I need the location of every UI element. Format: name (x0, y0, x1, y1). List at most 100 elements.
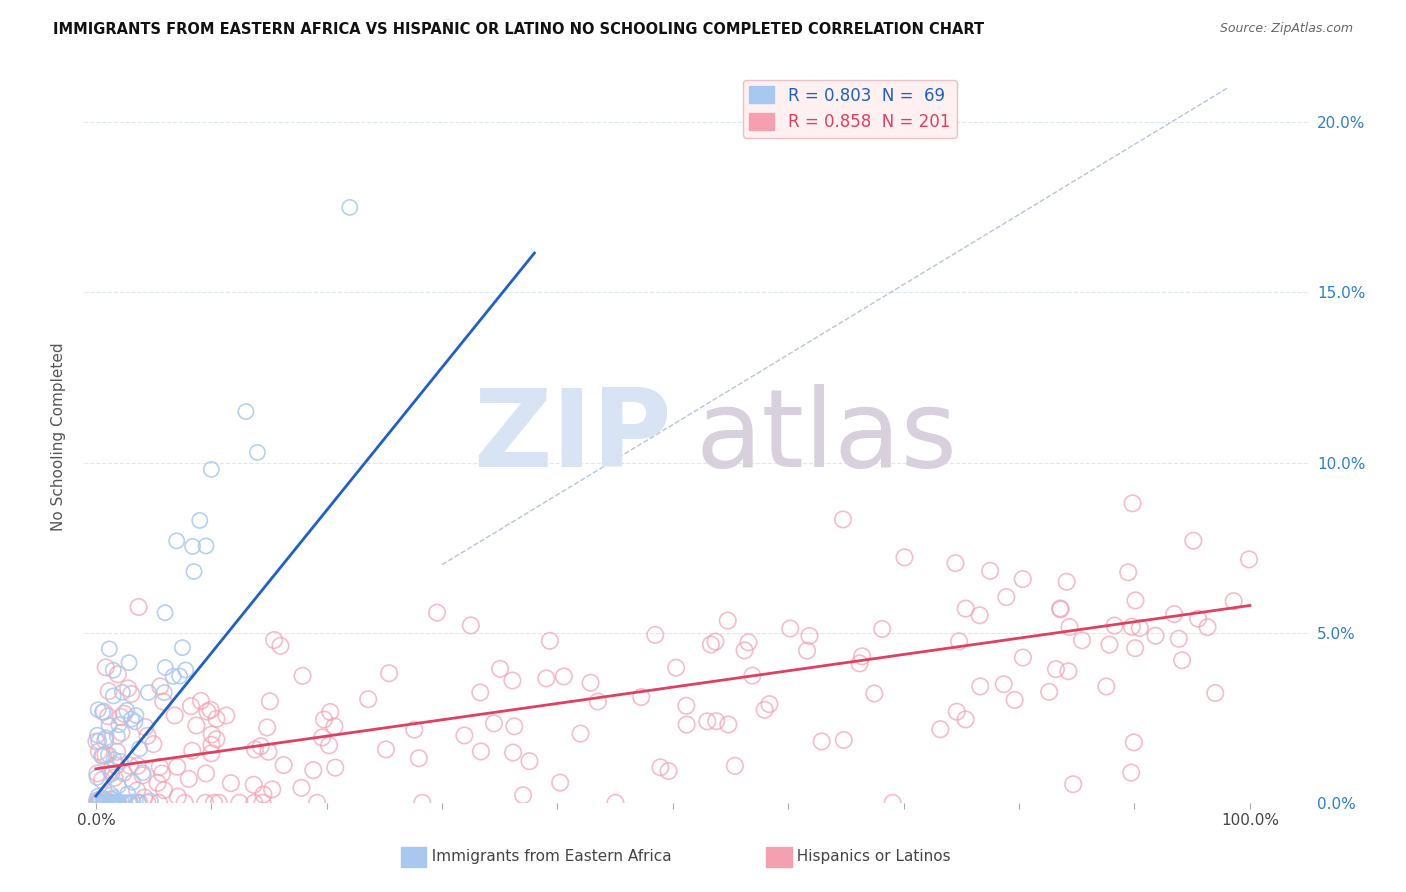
Text: Hispanics or Latinos: Hispanics or Latinos (787, 849, 950, 863)
Point (136, 729, 159, 743)
Point (108, 717, 131, 731)
Point (630, 690, 652, 704)
Point (311, 731, 333, 745)
Point (832, 733, 855, 747)
Point (675, 698, 697, 713)
Point (650, 760, 672, 774)
Point (103, 796, 125, 810)
Point (115, 703, 138, 717)
Point (112, 766, 135, 780)
Point (98, 718, 121, 732)
Point (512, 789, 534, 803)
Text: Immigrants from Eastern Africa: Immigrants from Eastern Africa (422, 849, 672, 863)
Point (120, 687, 142, 701)
Point (553, 669, 575, 683)
Point (1129, 621, 1152, 635)
Point (194, 766, 217, 780)
Point (100, 793, 122, 807)
Point (139, 794, 162, 808)
Point (100, 767, 122, 781)
Point (1125, 593, 1147, 607)
Point (945, 705, 967, 719)
Point (215, 708, 238, 723)
Point (246, 445, 269, 459)
Point (86, 770, 108, 784)
Point (870, 622, 893, 636)
Point (1012, 650, 1035, 665)
Point (675, 717, 697, 731)
Text: Source: ZipAtlas.com: Source: ZipAtlas.com (1219, 22, 1353, 36)
Point (848, 657, 870, 671)
Point (375, 742, 398, 756)
Point (100, 796, 122, 810)
Point (87, 703, 110, 717)
Point (128, 741, 150, 756)
Point (118, 656, 141, 670)
Point (87, 734, 110, 748)
Point (166, 760, 188, 774)
Point (243, 796, 266, 810)
Point (501, 673, 523, 688)
Point (489, 662, 512, 676)
Point (87, 744, 110, 758)
Point (105, 796, 128, 810)
Y-axis label: No Schooling Completed: No Schooling Completed (51, 343, 66, 532)
Point (122, 795, 145, 809)
Point (97, 709, 120, 723)
Point (98, 796, 121, 810)
Point (426, 606, 449, 620)
Point (97, 796, 120, 810)
Point (200, 738, 222, 752)
Point (117, 787, 139, 801)
Point (111, 685, 134, 699)
Point (252, 788, 274, 802)
Point (155, 660, 177, 674)
Point (657, 764, 679, 778)
Point (408, 751, 430, 765)
Point (132, 765, 155, 780)
Point (1197, 620, 1219, 634)
Point (104, 796, 127, 810)
Point (1045, 662, 1067, 676)
Point (112, 706, 135, 721)
Point (1049, 601, 1071, 615)
Point (737, 635, 759, 649)
Point (548, 775, 571, 789)
Point (717, 717, 740, 731)
Point (1121, 765, 1143, 780)
Point (1144, 629, 1167, 643)
Point (1059, 620, 1081, 634)
Point (134, 790, 156, 805)
Point (173, 796, 195, 810)
Point (167, 789, 190, 804)
Point (1187, 612, 1209, 626)
Point (103, 663, 125, 677)
Point (1056, 574, 1078, 589)
Point (863, 686, 886, 700)
Point (127, 783, 149, 797)
Point (378, 666, 401, 681)
Point (262, 782, 284, 797)
Point (105, 745, 128, 759)
Point (1057, 665, 1080, 679)
Point (893, 550, 915, 565)
Point (1038, 685, 1060, 699)
Point (404, 723, 426, 737)
Point (1222, 594, 1244, 608)
Point (134, 720, 156, 734)
Point (186, 718, 208, 732)
Point (200, 462, 222, 476)
Point (201, 727, 224, 741)
Point (882, 796, 904, 810)
Point (86, 766, 108, 780)
Point (152, 694, 174, 708)
Point (1004, 693, 1026, 707)
Point (249, 739, 271, 754)
Point (96, 796, 118, 810)
Point (569, 726, 592, 740)
Point (87, 796, 110, 810)
Point (1049, 602, 1071, 616)
Point (96, 796, 118, 810)
Point (124, 714, 146, 729)
Point (172, 640, 194, 655)
